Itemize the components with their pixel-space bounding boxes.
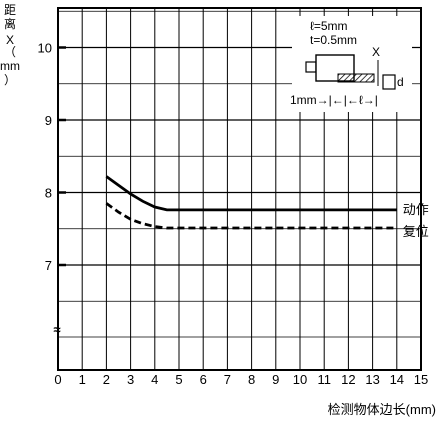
x-tick-label: 13	[365, 372, 379, 387]
x-tick-label: 3	[127, 372, 134, 387]
y-tick-label: 8	[45, 186, 52, 201]
y-tick-label: 10	[38, 41, 52, 56]
series-line-reset	[105, 202, 397, 230]
series-label-operate: 动作	[403, 202, 429, 217]
series-label-reset: 复位	[403, 224, 429, 239]
y-axis-title-char: X	[6, 33, 14, 47]
y-axis-title-char: mm	[0, 59, 20, 73]
y-axis-title-char: 距	[4, 3, 16, 17]
plot-frame	[57, 7, 422, 371]
inset-bottom-dimension: 1mm→|←|←ℓ→|	[290, 93, 378, 107]
y-axis-title-char: 离	[4, 16, 16, 31]
y-tick-label: 9	[45, 113, 52, 128]
axis-break-symbol: ≈	[53, 322, 60, 337]
x-tick-label: 12	[341, 372, 355, 387]
x-tick-label: 7	[224, 372, 231, 387]
sensor-cable	[305, 61, 317, 73]
inset-d-box	[382, 74, 396, 90]
x-tick-label: 8	[248, 372, 255, 387]
x-tick-label: 0	[54, 372, 61, 387]
x-tick-label: 15	[414, 372, 428, 387]
y-tick-label: 7	[45, 258, 52, 273]
inset-label-length: ℓ=5mm	[310, 19, 348, 33]
inset-label-d: d	[397, 75, 404, 89]
x-tick-label: 9	[272, 372, 279, 387]
series-line-operate	[105, 175, 397, 212]
target-plate	[337, 73, 375, 83]
inset-label-thickness: t=0.5mm	[310, 33, 357, 47]
inset-label-x: X	[372, 45, 380, 59]
x-tick-label: 5	[175, 372, 182, 387]
axis-layer	[57, 7, 422, 371]
x-tick-label: 4	[151, 372, 158, 387]
y-axis-title-char: （	[4, 45, 16, 59]
x-tick-label: 2	[103, 372, 110, 387]
x-axis-title: 检测物体边长(mm)	[328, 402, 436, 417]
x-tick-label: 6	[200, 372, 207, 387]
x-tick-label: 1	[79, 372, 86, 387]
x-tick-label: 11	[317, 372, 331, 387]
x-tick-label: 10	[293, 372, 307, 387]
y-axis-title-char: ）	[4, 73, 16, 87]
x-tick-label: 14	[390, 372, 404, 387]
series-layer	[105, 175, 397, 230]
